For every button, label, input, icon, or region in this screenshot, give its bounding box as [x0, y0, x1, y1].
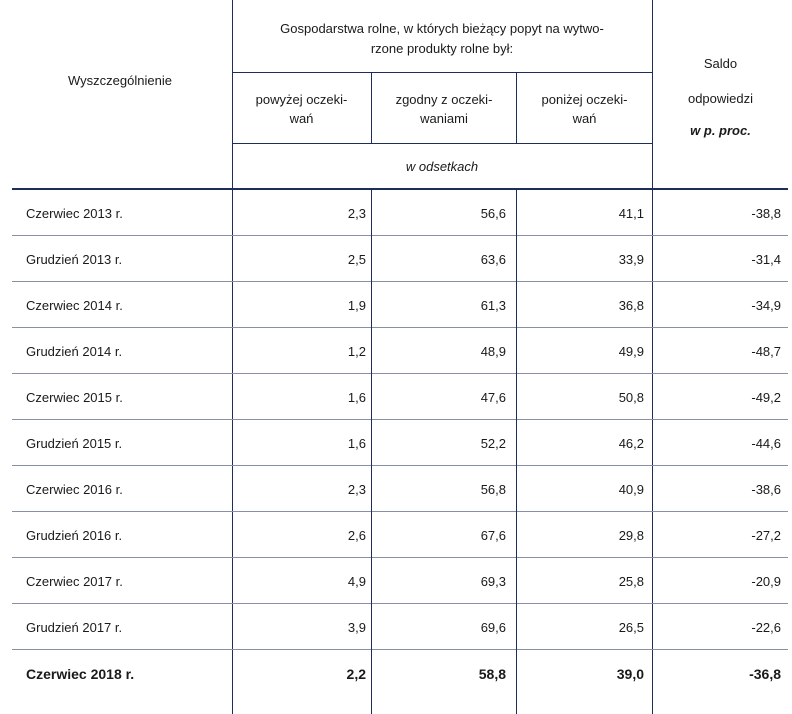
- col-below-header-line2: wań: [572, 111, 597, 126]
- cell-balance: -38,8: [751, 206, 781, 221]
- row-separator: [12, 327, 788, 328]
- cell-below-expectations: 49,9: [618, 344, 644, 359]
- row-label: Grudzień 2014 r.: [26, 344, 123, 359]
- row-label: Czerwiec 2016 r.: [26, 482, 123, 497]
- body-divider-col2: [371, 190, 372, 714]
- cell-below-expectations: 25,8: [618, 574, 644, 589]
- header-bottom-rule: [12, 188, 788, 190]
- cell-above-expectations: 2,3: [347, 206, 366, 221]
- unit-label: w odsetkach: [405, 159, 479, 174]
- cell-below-expectations: 40,9: [618, 482, 644, 497]
- body-divider-col3: [516, 190, 517, 714]
- row-separator: [12, 465, 788, 466]
- cell-as-expected: 47,6: [480, 390, 506, 405]
- cell-below-expectations: 36,8: [618, 298, 644, 313]
- row-label: Czerwiec 2015 r.: [26, 390, 123, 405]
- cell-balance: -34,9: [751, 298, 781, 313]
- cell-as-expected: 63,6: [480, 252, 506, 267]
- cell-as-expected: 67,6: [480, 528, 506, 543]
- cell-as-expected: 61,3: [480, 298, 506, 313]
- cell-below-expectations: 33,9: [618, 252, 644, 267]
- cell-as-expected: 69,6: [480, 620, 506, 635]
- stub-header: Wyszczególnienie: [68, 73, 172, 88]
- row-separator: [12, 373, 788, 374]
- cell-balance: -49,2: [751, 390, 781, 405]
- row-label: Czerwiec 2013 r.: [26, 206, 123, 221]
- cell-balance: -31,4: [751, 252, 781, 267]
- row-label: Grudzień 2013 r.: [26, 252, 123, 267]
- row-separator: [12, 419, 788, 420]
- row-label: Czerwiec 2014 r.: [26, 298, 123, 313]
- row-label: Czerwiec 2017 r.: [26, 574, 123, 589]
- col-above-header-line2: wań: [289, 111, 314, 126]
- header-divider-saldo: [652, 0, 653, 714]
- cell-above-expectations: 2,2: [346, 666, 366, 682]
- cell-below-expectations: 46,2: [618, 436, 644, 451]
- cell-above-expectations: 4,9: [347, 574, 366, 589]
- group-header-line1: Gospodarstwa rolne, w których bieżący po…: [280, 21, 604, 36]
- row-label: Czerwiec 2018 r.: [26, 666, 135, 682]
- header-subcols-underline: [232, 143, 652, 144]
- col-as-expected-header-line2: waniami: [420, 111, 468, 126]
- cell-above-expectations: 2,3: [347, 482, 366, 497]
- col-above-header-line1: powyżej oczeki-: [255, 92, 348, 107]
- saldo-header-line1: Saldo: [703, 56, 738, 71]
- cell-below-expectations: 26,5: [618, 620, 644, 635]
- cell-as-expected: 69,3: [480, 574, 506, 589]
- cell-above-expectations: 1,2: [347, 344, 366, 359]
- cell-below-expectations: 39,0: [616, 666, 644, 682]
- cell-balance: -36,8: [749, 666, 781, 682]
- cell-above-expectations: 1,6: [347, 436, 366, 451]
- cell-below-expectations: 29,8: [618, 528, 644, 543]
- header-divider-col3: [516, 72, 517, 144]
- cell-balance: -27,2: [751, 528, 781, 543]
- col-below-header-line1: poniżej oczeki-: [541, 92, 628, 107]
- row-label: Grudzień 2016 r.: [26, 528, 123, 543]
- cell-balance: -22,6: [751, 620, 781, 635]
- header-group-underline: [232, 72, 652, 73]
- group-header-line2: rzone produkty rolne był:: [370, 41, 514, 56]
- row-label: Grudzień 2017 r.: [26, 620, 123, 635]
- cell-below-expectations: 50,8: [618, 390, 644, 405]
- cell-above-expectations: 1,6: [347, 390, 366, 405]
- row-separator: [12, 557, 788, 558]
- cell-balance: -48,7: [751, 344, 781, 359]
- cell-as-expected: 56,6: [480, 206, 506, 221]
- saldo-header-line3: w p. proc.: [690, 123, 751, 138]
- cell-above-expectations: 1,9: [347, 298, 366, 313]
- cell-below-expectations: 41,1: [618, 206, 644, 221]
- cell-as-expected: 56,8: [480, 482, 506, 497]
- cell-as-expected: 48,9: [480, 344, 506, 359]
- cell-balance: -20,9: [751, 574, 781, 589]
- saldo-header-line2: odpowiedzi: [687, 91, 754, 106]
- cell-above-expectations: 2,5: [347, 252, 366, 267]
- row-label: Grudzień 2015 r.: [26, 436, 123, 451]
- header-divider-stub: [232, 0, 233, 714]
- row-separator: [12, 281, 788, 282]
- row-separator: [12, 649, 788, 650]
- cell-above-expectations: 2,6: [347, 528, 366, 543]
- cell-as-expected: 58,8: [478, 666, 506, 682]
- col-as-expected-header-line1: zgodny z oczeki-: [395, 92, 493, 107]
- row-separator: [12, 511, 788, 512]
- cell-balance: -38,6: [751, 482, 781, 497]
- row-separator: [12, 235, 788, 236]
- cell-balance: -44,6: [751, 436, 781, 451]
- cell-above-expectations: 3,9: [347, 620, 366, 635]
- cell-as-expected: 52,2: [480, 436, 506, 451]
- header-divider-col2: [371, 72, 372, 144]
- row-separator: [12, 603, 788, 604]
